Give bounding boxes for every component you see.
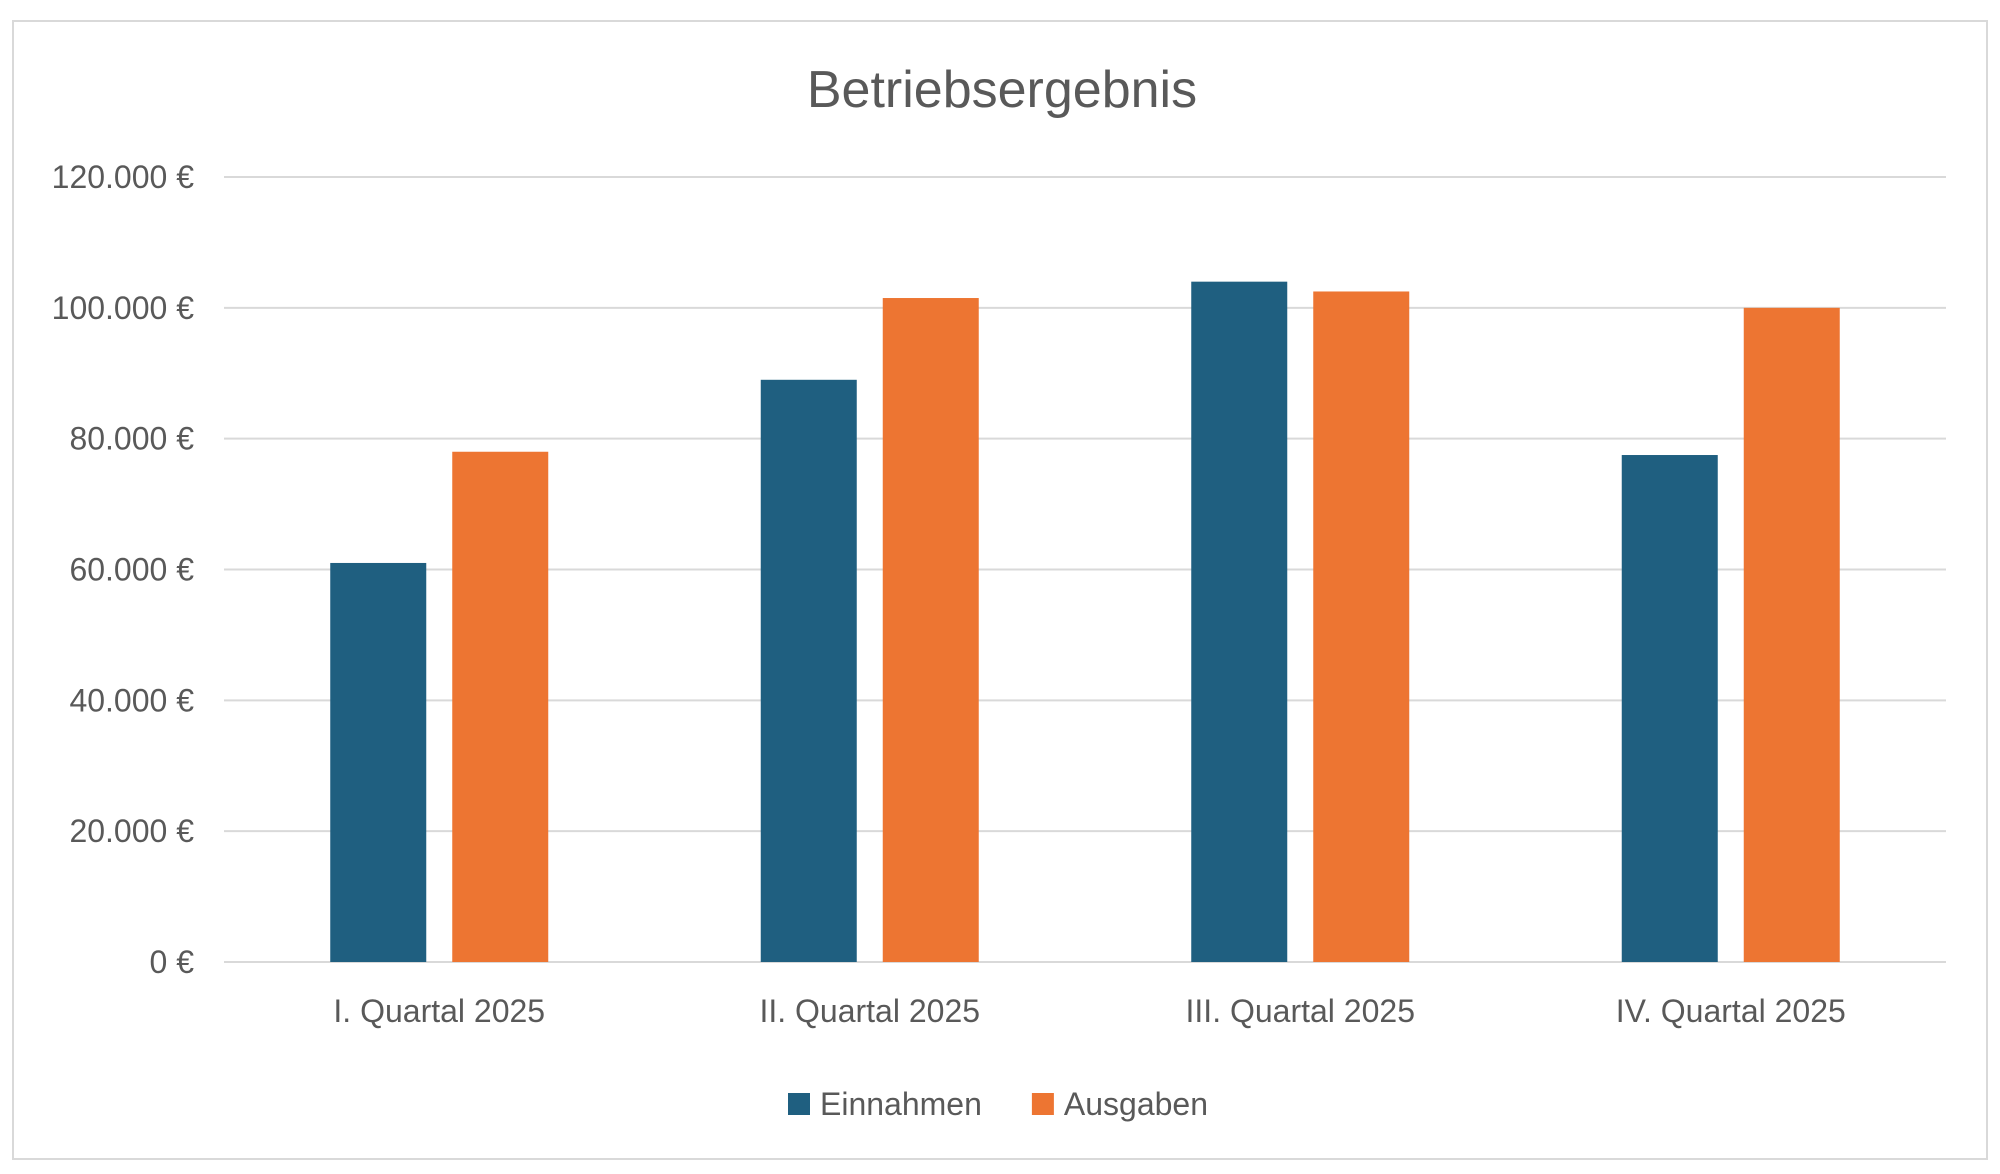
chart-frame: Betriebsergebnis 0 € 20.000 € 40.000 € 60.0… xyxy=(12,20,1988,1160)
bar-ausgaben-2 xyxy=(882,298,979,962)
legend: Einnahmen Ausgaben xyxy=(788,1086,1208,1122)
bar-ausgaben-1 xyxy=(452,451,549,962)
chart: Betriebsergebnis 0 € 20.000 € 40.000 € 60.0… xyxy=(52,61,1946,1122)
x-tick-label: II. Quartal 2025 xyxy=(759,993,980,1029)
legend-label-ausgaben: Ausgaben xyxy=(1064,1086,1208,1122)
x-tick-label: I. Quartal 2025 xyxy=(333,993,545,1029)
y-tick-label: 100.000 € xyxy=(52,290,195,326)
y-tick-label: 120.000 € xyxy=(52,159,195,195)
y-axis-ticks: 0 € 20.000 € 40.000 € 60.000 € 80.000 € 100.0… xyxy=(52,159,195,980)
bar-einnahmen-3 xyxy=(1191,281,1288,963)
bar-ausgaben-3 xyxy=(1313,291,1410,963)
y-tick-label: 40.000 € xyxy=(69,682,194,718)
bar-ausgaben-4 xyxy=(1743,307,1840,962)
bar-einnahmen-4 xyxy=(1621,455,1718,962)
x-tick-label: III. Quartal 2025 xyxy=(1186,993,1415,1029)
chart-title: Betriebsergebnis xyxy=(807,61,1197,119)
y-tick-label: 60.000 € xyxy=(69,552,194,588)
y-tick-label: 20.000 € xyxy=(69,813,194,849)
bar-einnahmen-1 xyxy=(330,562,427,962)
bars xyxy=(330,281,1840,963)
y-tick-label: 80.000 € xyxy=(69,421,194,457)
x-tick-label: IV. Quartal 2025 xyxy=(1616,993,1846,1029)
y-tick-label: 0 € xyxy=(150,944,195,980)
legend-swatch-ausgaben xyxy=(1031,1093,1054,1115)
legend-swatch-einnahmen xyxy=(788,1093,810,1115)
x-axis-labels: I. Quartal 2025 II. Quartal 2025 III. Quar… xyxy=(333,993,1845,1029)
bar-einnahmen-2 xyxy=(760,379,857,963)
legend-label-einnahmen: Einnahmen xyxy=(820,1086,982,1122)
